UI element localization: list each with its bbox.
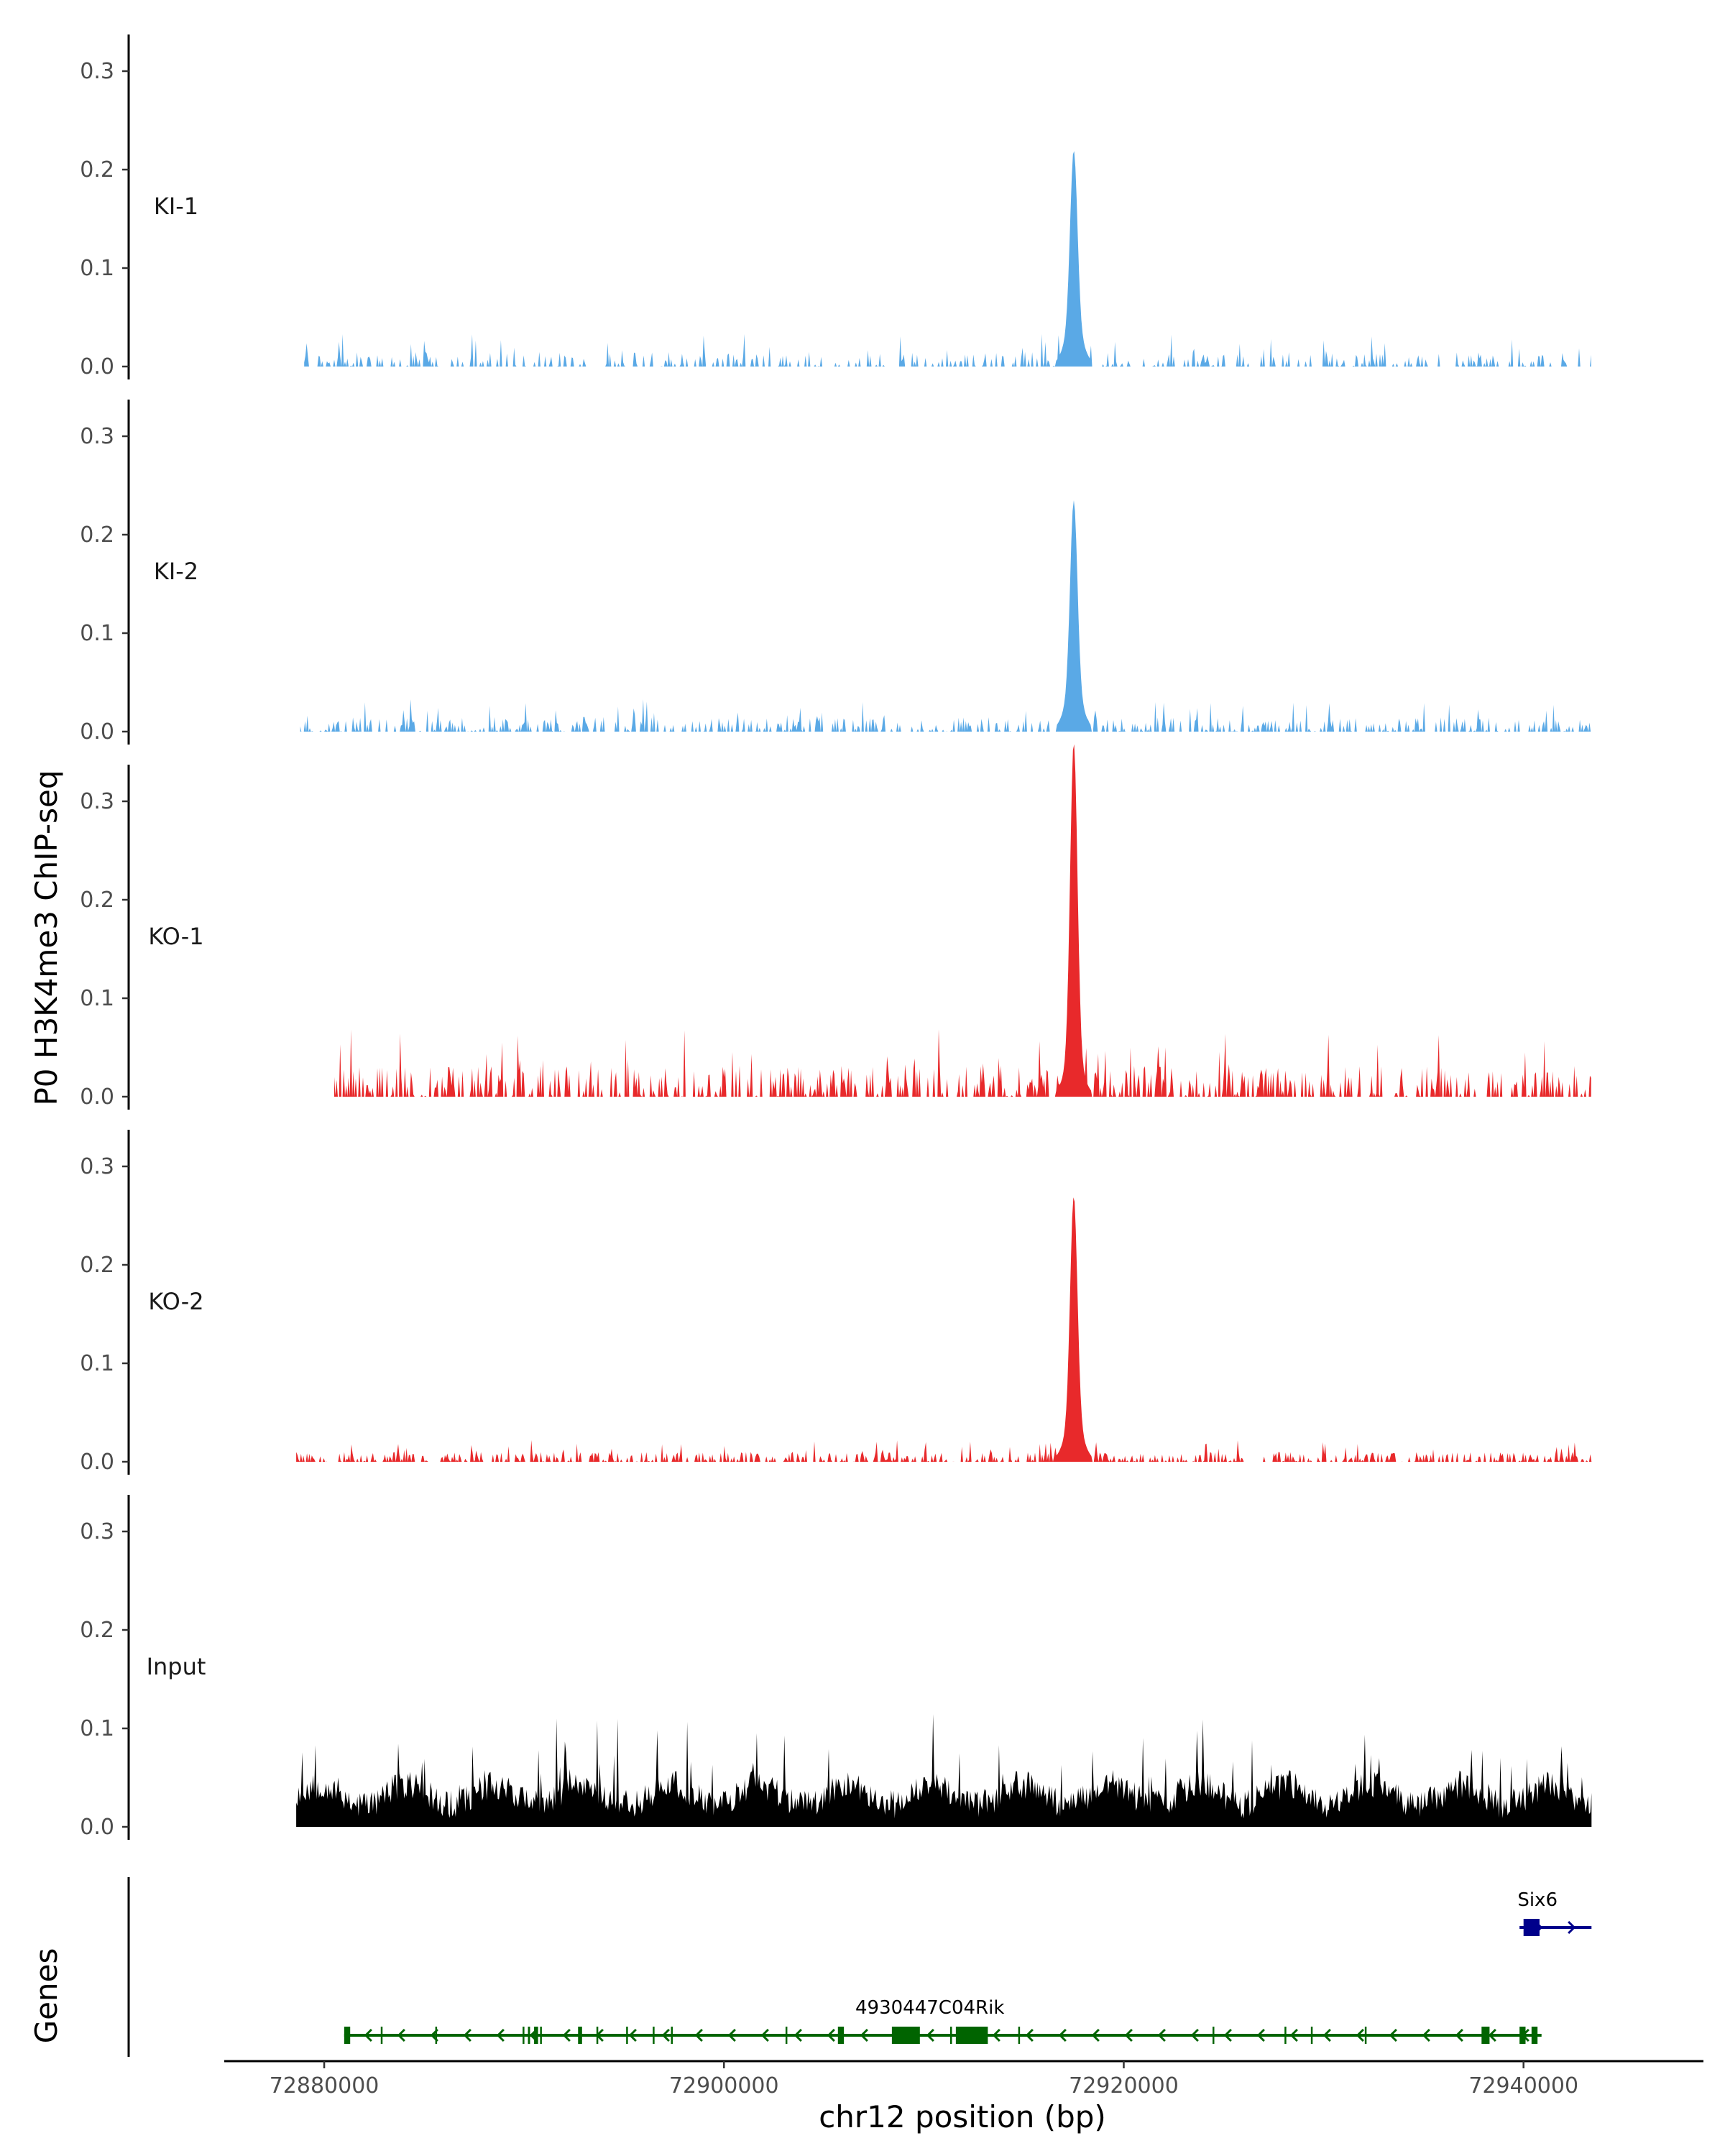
exon (1519, 2027, 1526, 2044)
y-tick-label: 0.0 (80, 1450, 114, 1475)
genes-panel: 4930447C04Rik Six6 (127, 1877, 1592, 2057)
strand-arrow (1157, 2028, 1166, 2042)
y-tick-label: 0.0 (80, 354, 114, 379)
y-tick-label: 0.0 (80, 1084, 114, 1110)
track-label: Input (147, 1653, 206, 1680)
gene-six6: Six6 (1517, 1889, 1592, 1936)
track-label: KO-2 (148, 1288, 203, 1315)
exon (344, 2027, 351, 2044)
signal-area-input (296, 1714, 1592, 1827)
strand-arrow (1455, 2028, 1463, 2042)
gene-label: Six6 (1517, 1889, 1558, 1911)
exon (1523, 1919, 1540, 1936)
strand-arrow (827, 2028, 835, 2042)
strand-arrow (1389, 2028, 1397, 2042)
y-tick-label: 0.1 (80, 621, 114, 646)
strand-arrow (992, 2028, 1000, 2042)
exon (837, 2027, 845, 2044)
y-tick-label: 0.0 (80, 719, 114, 745)
y-tick-label: 0.2 (80, 888, 114, 913)
strand-arrow (1091, 2028, 1100, 2042)
strand-arrow (1289, 2028, 1298, 2042)
y-tick-label: 0.1 (80, 1716, 114, 1741)
strand-arrow (1488, 2028, 1496, 2042)
exon (1531, 2027, 1538, 2044)
gene-label: 4930447C04Rik (855, 1997, 1004, 2019)
y-tick-label: 0.3 (80, 1154, 114, 1179)
exon (534, 2027, 538, 2044)
tracks-layer: 0.00.10.20.3KI-10.00.10.20.3KI-20.00.10.… (80, 34, 1592, 1840)
y-tick-label: 0.3 (80, 1519, 114, 1544)
y-tick-label: 0.2 (80, 157, 114, 183)
x-tick-label: 72900000 (669, 2073, 779, 2099)
strand-arrow (760, 2028, 769, 2042)
exon (891, 2027, 920, 2044)
genes-axis-title: Genes (29, 1948, 64, 2044)
strand-arrow (1568, 1920, 1576, 1935)
strand-arrow (1025, 2028, 1034, 2042)
y-tick-label: 0.1 (80, 986, 114, 1011)
strand-arrow (562, 2028, 571, 2042)
strand-arrow (727, 2028, 736, 2042)
strand-arrow (694, 2028, 703, 2042)
strand-arrow (496, 2028, 505, 2042)
y-tick-label: 0.2 (80, 1253, 114, 1278)
track-ki-2: 0.0 0.1 0.2 0.3 KI-2 (80, 400, 1591, 745)
y-axis-title: P0 H3K4me3 ChIP-seq (29, 770, 64, 1105)
strand-arrow (661, 2028, 670, 2042)
y-tick-label: 0.2 (80, 522, 114, 548)
track-ko-2: 0.0 0.1 0.2 0.3 KO-2 (80, 1130, 1592, 1475)
strand-arrow (860, 2028, 868, 2042)
strand-arrow (1356, 2028, 1364, 2042)
strand-arrow (1058, 2028, 1067, 2042)
track-ko-1: 0.0 0.1 0.2 0.3 KO-1 (80, 744, 1591, 1110)
strand-arrow (926, 2028, 934, 2042)
strand-arrow (1256, 2028, 1265, 2042)
y-tick-label: 0.3 (80, 424, 114, 449)
exon (955, 2027, 988, 2044)
y-tick-label: 0.3 (80, 59, 114, 84)
strand-arrow (1322, 2028, 1331, 2042)
y-tick-label: 0.0 (80, 1815, 114, 1840)
y-tick-label: 0.1 (80, 256, 114, 281)
y-tick-label: 0.3 (80, 789, 114, 814)
strand-arrow (364, 2028, 372, 2042)
strand-arrow (628, 2028, 637, 2042)
strand-arrow (1124, 2028, 1133, 2042)
x-tick-label: 72940000 (1468, 2073, 1578, 2099)
x-tick-label: 72880000 (270, 2073, 380, 2099)
track-label: KO-1 (148, 923, 203, 950)
gene-4930447c04rik: 4930447C04Rik (344, 1997, 1542, 2044)
track-ki-1: 0.0 0.1 0.2 0.3 KI-1 (80, 34, 1591, 379)
track-input: 0.0 0.1 0.2 0.3 Input (80, 1495, 1592, 1840)
y-tick-label: 0.2 (80, 1618, 114, 1643)
strand-arrow (1422, 2028, 1430, 2042)
strand-arrow (463, 2028, 472, 2042)
track-label: KI-1 (154, 193, 198, 220)
x-tick-label: 72920000 (1069, 2073, 1179, 2099)
x-axis: 72880000 72900000 72920000 72940000 (224, 2060, 1703, 2099)
strand-arrow (1190, 2028, 1199, 2042)
track-label: KI-2 (154, 558, 198, 585)
exon (578, 2027, 582, 2044)
y-tick-label: 0.1 (80, 1351, 114, 1376)
strand-arrow (794, 2028, 802, 2042)
exon (1481, 2027, 1490, 2044)
x-axis-title: chr12 position (bp) (819, 2099, 1106, 2134)
strand-arrow (397, 2028, 405, 2042)
strand-arrow (1223, 2028, 1232, 2042)
